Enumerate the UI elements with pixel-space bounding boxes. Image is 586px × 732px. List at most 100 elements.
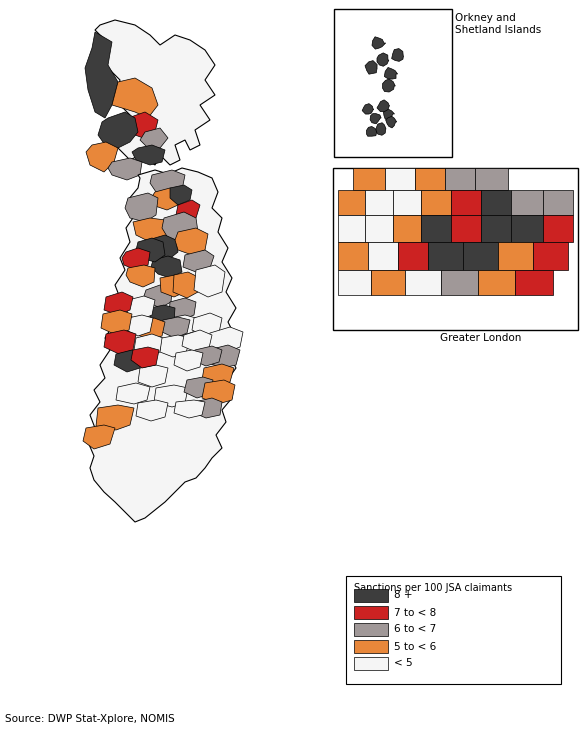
Polygon shape xyxy=(174,400,205,418)
Polygon shape xyxy=(95,20,215,165)
Polygon shape xyxy=(377,53,389,67)
Polygon shape xyxy=(150,305,175,327)
Bar xyxy=(354,657,388,670)
Polygon shape xyxy=(146,235,178,260)
Polygon shape xyxy=(175,228,208,255)
Polygon shape xyxy=(104,292,133,315)
Polygon shape xyxy=(125,193,158,222)
Polygon shape xyxy=(83,425,115,449)
Polygon shape xyxy=(126,265,155,287)
Polygon shape xyxy=(127,296,155,320)
Polygon shape xyxy=(162,212,198,242)
Polygon shape xyxy=(543,190,573,215)
Polygon shape xyxy=(463,242,498,270)
Polygon shape xyxy=(151,256,182,278)
Polygon shape xyxy=(475,168,508,190)
Polygon shape xyxy=(371,270,405,295)
Polygon shape xyxy=(533,242,568,270)
Polygon shape xyxy=(160,335,190,357)
Polygon shape xyxy=(421,215,451,242)
Polygon shape xyxy=(543,215,573,242)
Polygon shape xyxy=(174,350,203,371)
Polygon shape xyxy=(151,188,180,210)
Polygon shape xyxy=(338,215,365,242)
Polygon shape xyxy=(386,116,397,128)
Polygon shape xyxy=(136,400,168,421)
Polygon shape xyxy=(385,168,415,190)
Text: 8 +: 8 + xyxy=(394,591,413,600)
Bar xyxy=(354,623,388,636)
Polygon shape xyxy=(391,48,403,61)
Polygon shape xyxy=(206,345,240,368)
Polygon shape xyxy=(88,168,236,522)
Polygon shape xyxy=(481,215,511,242)
Polygon shape xyxy=(162,317,190,338)
Bar xyxy=(354,589,388,602)
Polygon shape xyxy=(415,168,445,190)
Polygon shape xyxy=(338,242,368,270)
Polygon shape xyxy=(362,104,374,114)
Bar xyxy=(354,640,388,653)
Polygon shape xyxy=(377,100,390,112)
Text: Greater London: Greater London xyxy=(440,333,522,343)
Polygon shape xyxy=(515,270,553,295)
Polygon shape xyxy=(365,215,393,242)
Polygon shape xyxy=(376,123,386,135)
Polygon shape xyxy=(182,330,212,352)
Polygon shape xyxy=(511,215,543,242)
Polygon shape xyxy=(353,168,385,190)
Polygon shape xyxy=(138,365,168,387)
Polygon shape xyxy=(441,270,478,295)
Polygon shape xyxy=(405,270,441,295)
Polygon shape xyxy=(140,128,168,148)
Polygon shape xyxy=(108,158,142,180)
Polygon shape xyxy=(202,380,235,404)
Polygon shape xyxy=(124,112,158,138)
Polygon shape xyxy=(131,347,159,368)
Polygon shape xyxy=(192,313,222,337)
Polygon shape xyxy=(398,242,428,270)
Polygon shape xyxy=(101,310,132,335)
Polygon shape xyxy=(338,270,371,295)
Polygon shape xyxy=(86,142,118,172)
Bar xyxy=(334,9,452,157)
Polygon shape xyxy=(365,190,393,215)
Text: < 5: < 5 xyxy=(394,659,413,668)
Polygon shape xyxy=(498,242,533,270)
Polygon shape xyxy=(126,315,153,336)
Polygon shape xyxy=(122,248,150,270)
Polygon shape xyxy=(368,242,398,270)
Polygon shape xyxy=(451,190,481,215)
Polygon shape xyxy=(372,37,386,49)
Text: 7 to < 8: 7 to < 8 xyxy=(394,608,436,618)
Polygon shape xyxy=(134,334,163,356)
Text: 5 to < 6: 5 to < 6 xyxy=(394,641,436,651)
Polygon shape xyxy=(451,215,481,242)
Polygon shape xyxy=(168,315,196,336)
Polygon shape xyxy=(428,242,463,270)
Polygon shape xyxy=(384,67,398,79)
Polygon shape xyxy=(136,238,165,262)
Polygon shape xyxy=(96,405,134,430)
Text: Sanctions per 100 JSA claimants: Sanctions per 100 JSA claimants xyxy=(354,583,512,593)
Polygon shape xyxy=(194,265,225,297)
Polygon shape xyxy=(366,127,377,136)
Polygon shape xyxy=(132,145,165,165)
Text: Orkney and
Shetland Islands: Orkney and Shetland Islands xyxy=(455,13,541,34)
Polygon shape xyxy=(169,298,196,320)
Polygon shape xyxy=(393,190,421,215)
Polygon shape xyxy=(421,190,451,215)
Polygon shape xyxy=(138,318,165,340)
Polygon shape xyxy=(183,250,214,272)
Polygon shape xyxy=(170,185,192,205)
Polygon shape xyxy=(85,32,118,118)
Polygon shape xyxy=(150,170,185,195)
Polygon shape xyxy=(383,109,394,120)
Polygon shape xyxy=(116,383,150,404)
Polygon shape xyxy=(98,112,138,148)
Polygon shape xyxy=(481,190,511,215)
Bar xyxy=(333,168,578,330)
Polygon shape xyxy=(393,215,421,242)
Polygon shape xyxy=(184,377,213,398)
Polygon shape xyxy=(176,200,200,222)
